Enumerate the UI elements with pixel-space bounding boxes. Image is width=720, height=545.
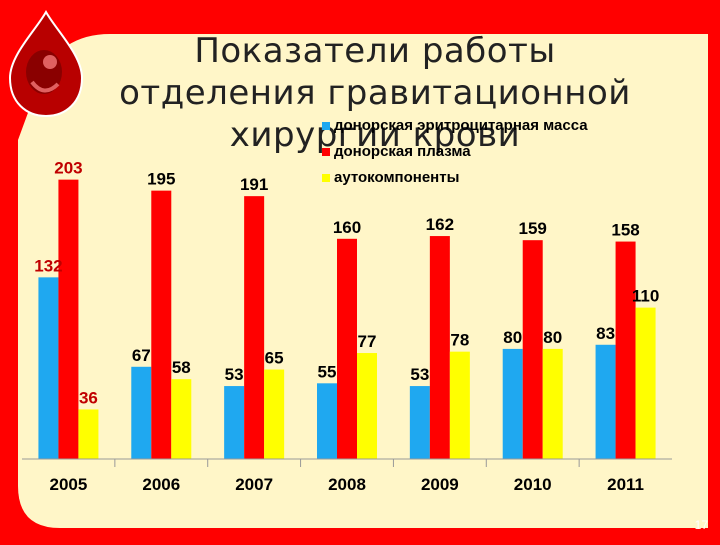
data-label-2009-series-2: 162 <box>426 215 454 234</box>
legend-swatch-1 <box>322 122 330 130</box>
x-tick-label-2005: 2005 <box>50 475 88 494</box>
data-label-2011-series-2: 158 <box>611 221 639 240</box>
data-label-2010-series-3: 80 <box>543 328 562 347</box>
data-label-2007-series-1: 53 <box>225 365 244 384</box>
data-label-2006-series-3: 58 <box>172 358 191 377</box>
bar-2010-series-1 <box>502 348 523 459</box>
legend-swatch-3 <box>322 174 330 182</box>
bar-2006-series-2 <box>151 190 172 459</box>
page-number: 17 <box>694 518 708 532</box>
legend-label-3: аутокомпоненты <box>334 169 459 186</box>
data-label-2005-series-1: 132 <box>34 256 62 275</box>
x-tick-label-2008: 2008 <box>328 475 366 494</box>
legend: донорская эритроцитарная масса донорская … <box>322 117 588 186</box>
bar-2006-series-1 <box>131 366 152 459</box>
bar-2011-series-1 <box>595 344 616 459</box>
x-tick-label-2009: 2009 <box>421 475 459 494</box>
legend-label-1: донорская эритроцитарная масса <box>334 117 588 134</box>
bar-2010-series-2 <box>522 240 543 459</box>
bar-2008-series-2 <box>337 238 357 459</box>
bar-2011-series-2 <box>615 241 636 459</box>
bar-2008-series-3 <box>357 353 377 459</box>
data-label-2007-series-2: 191 <box>240 175 268 194</box>
bar-2006-series-3 <box>171 379 192 459</box>
legend-swatch-2 <box>322 148 330 156</box>
x-tick-label-2006: 2006 <box>142 475 180 494</box>
data-label-2005-series-2: 203 <box>54 159 82 178</box>
legend-label-2: донорская плазма <box>334 143 471 160</box>
data-label-2006-series-2: 195 <box>147 170 175 189</box>
x-axis: 2005 2006 2007 2008 2009 2010 2011 <box>22 458 672 494</box>
bar-2010-series-3 <box>542 348 563 459</box>
x-tick-label-2010: 2010 <box>514 475 552 494</box>
bars <box>38 179 656 459</box>
bar-2005-series-3 <box>78 409 99 459</box>
data-label-2006-series-1: 67 <box>132 346 151 365</box>
data-label-2010-series-1: 80 <box>503 328 522 347</box>
bar-2007-series-2 <box>244 196 265 459</box>
blood-drop-icon <box>8 9 84 118</box>
data-label-2008-series-3: 77 <box>358 332 377 351</box>
bar-2009-series-1 <box>409 386 430 459</box>
bar-2005-series-2 <box>58 179 79 459</box>
data-label-2009-series-3: 78 <box>450 331 469 350</box>
data-label-2007-series-3: 65 <box>265 349 284 368</box>
bar-2011-series-3 <box>635 307 656 459</box>
slide-title: Показатели работы отделения гравитационн… <box>119 31 631 155</box>
data-label-2005-series-3: 36 <box>79 388 98 407</box>
data-label-2008-series-1: 55 <box>318 362 337 381</box>
x-tick-label-2007: 2007 <box>235 475 273 494</box>
bar-2007-series-1 <box>224 386 245 459</box>
data-label-2011-series-1: 83 <box>596 324 615 343</box>
bar-2008-series-1 <box>317 383 337 459</box>
bar-2007-series-3 <box>264 369 285 459</box>
data-label-2010-series-2: 159 <box>519 219 547 238</box>
bar-2009-series-3 <box>449 351 470 459</box>
data-labels: 132 203 36 67 195 58 53 191 65 55 160 77 53 162 78 80 15… <box>34 159 659 408</box>
data-label-2009-series-1: 53 <box>410 365 429 384</box>
data-label-2011-series-3: 110 <box>632 287 659 306</box>
x-tick-label-2011: 2011 <box>607 475 644 494</box>
bar-2005-series-1 <box>38 277 59 459</box>
data-label-2008-series-2: 160 <box>333 218 361 237</box>
bar-2009-series-2 <box>429 236 450 459</box>
